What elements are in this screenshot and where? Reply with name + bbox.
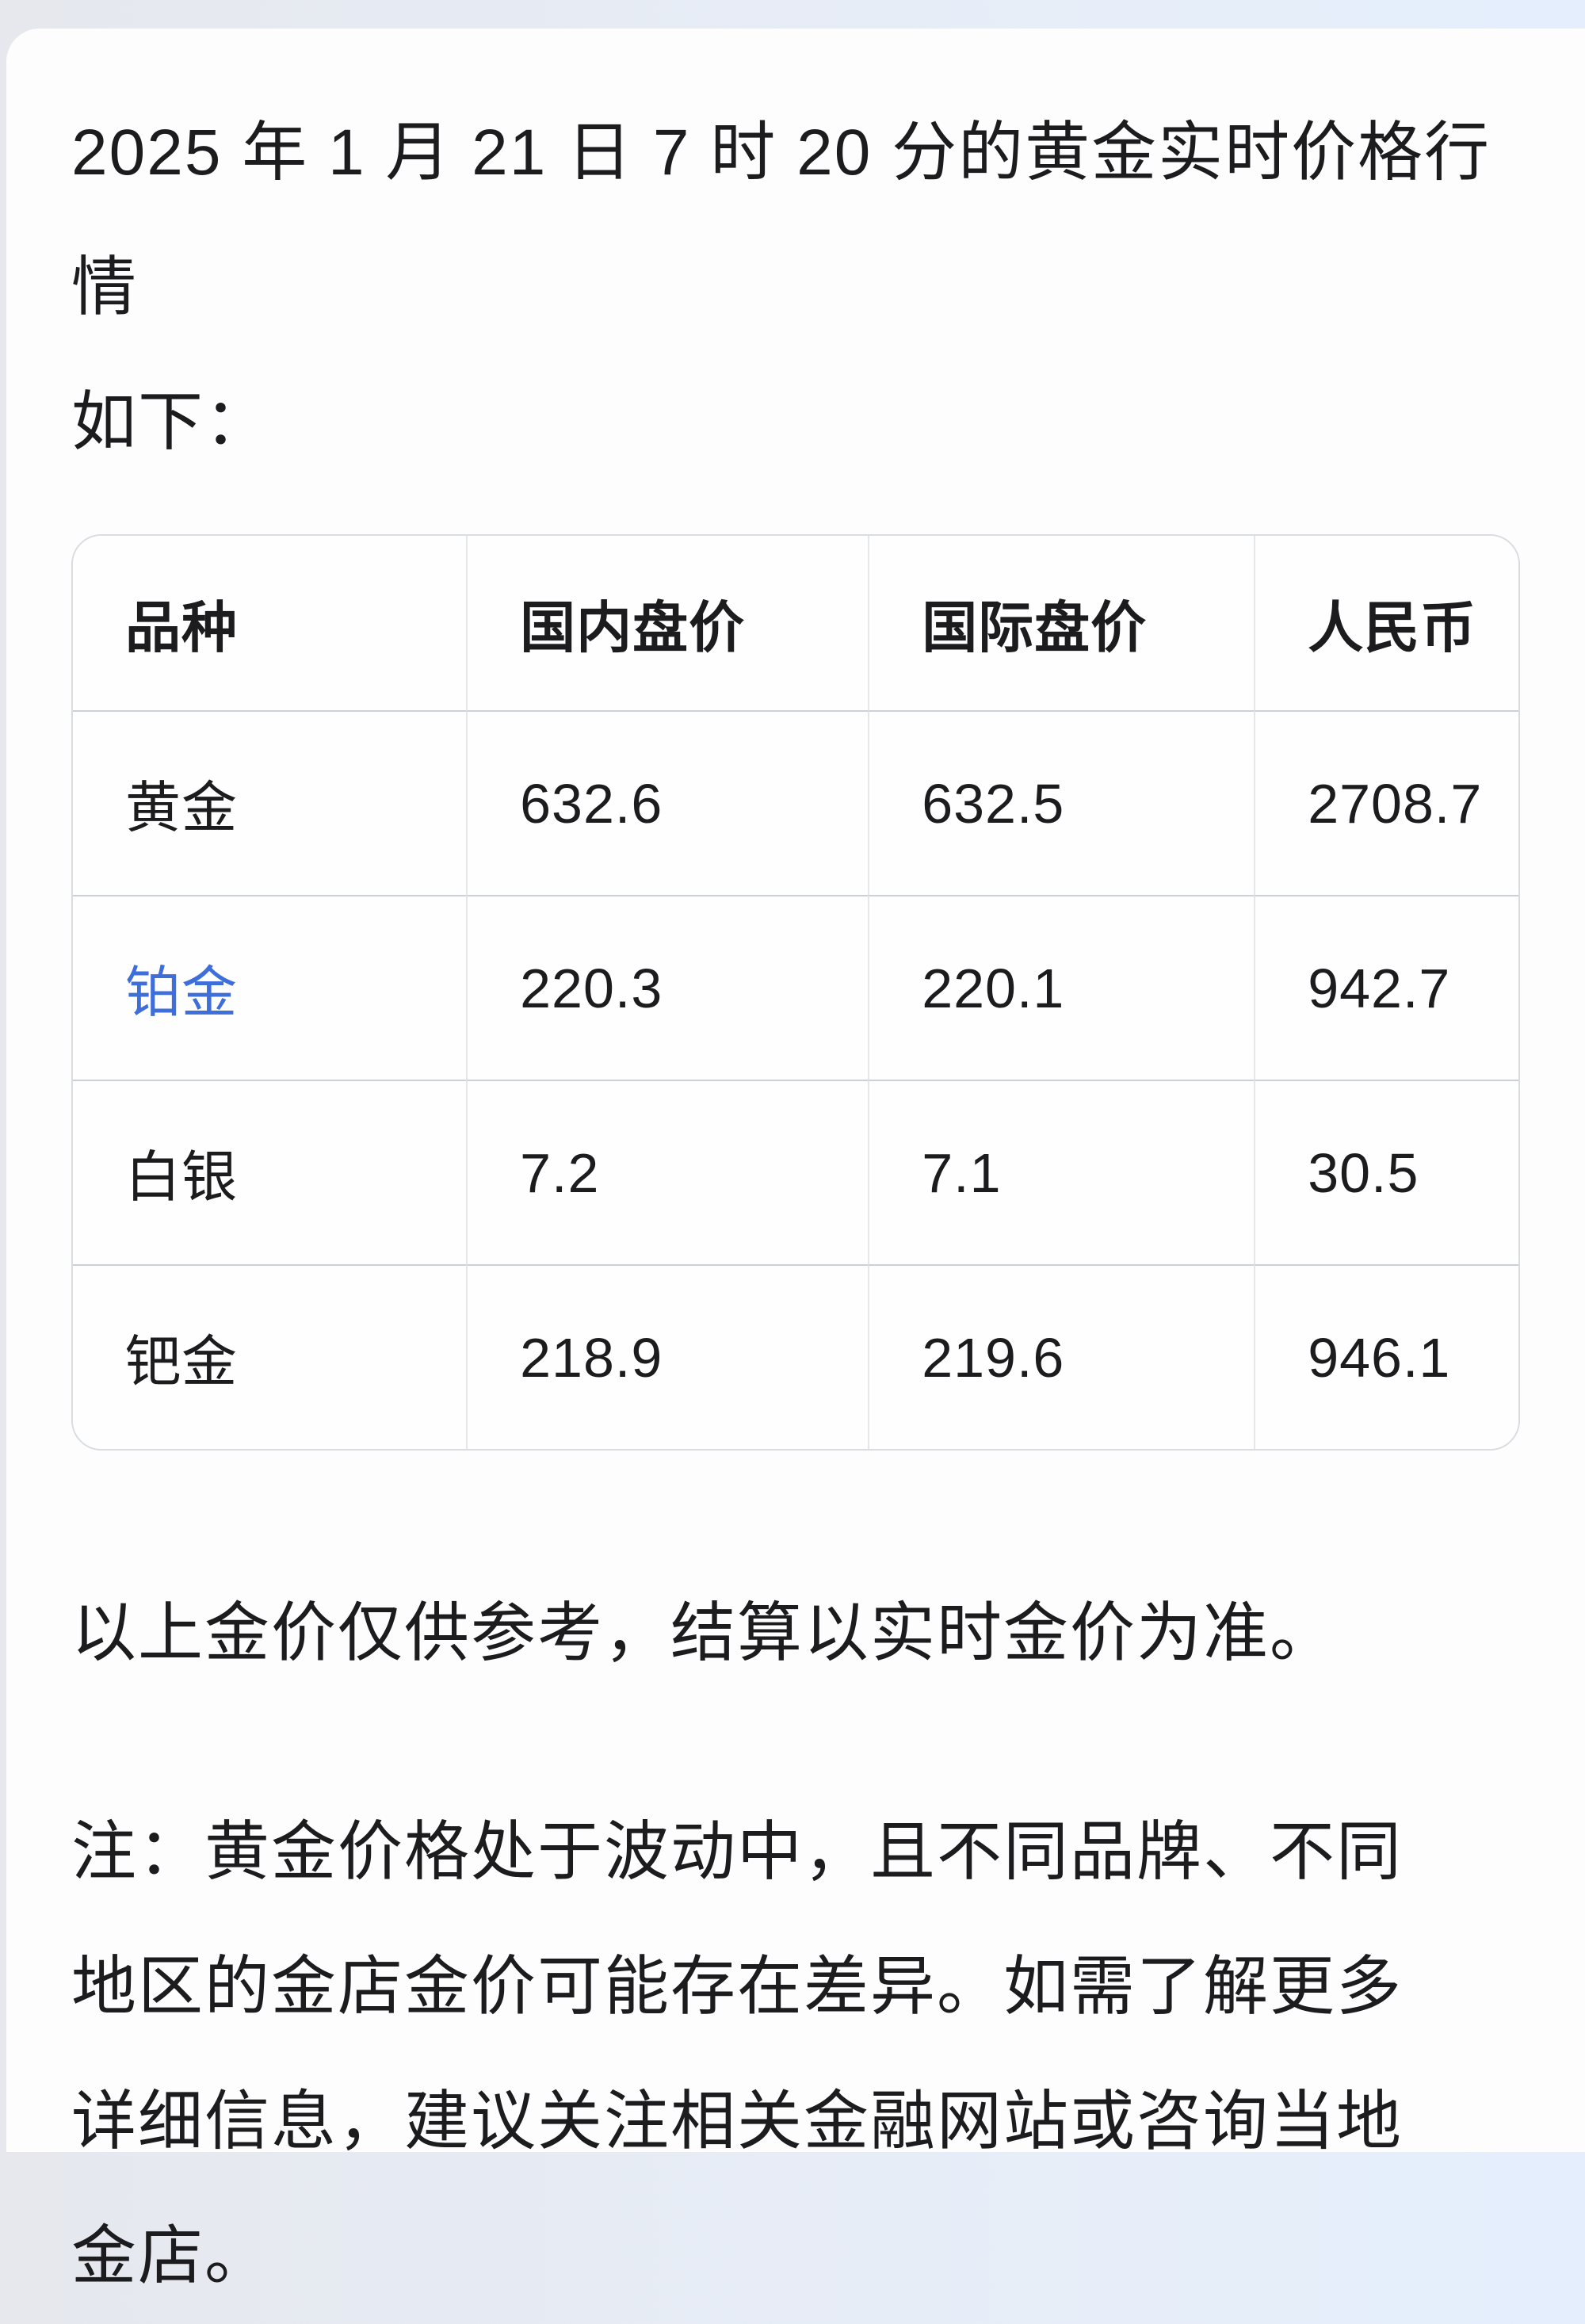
note-text: 注：黄金价格处于波动中，且不同品牌、不同 地区的金店金价可能存在差异。如需了解更… [71,1785,1520,2324]
cell-silver-name: 白银 [73,1080,467,1264]
note-line-1: 注：黄金价格处于波动中，且不同品牌、不同 [71,1816,1404,1888]
table-header-row: 品种 国内盘价 国际盘价 人民币 [73,536,1518,710]
title-line-1: 2025 年 1 月 21 日 7 时 20 分的黄金实时价格行情 [71,117,1491,323]
price-table-container: 品种 国内盘价 国际盘价 人民币 黄金 632.6 632.5 2708.7 铂… [71,534,1520,1451]
cell-platinum-rmb: 942.7 [1254,895,1518,1080]
cell-palladium-rmb: 946.1 [1254,1264,1518,1449]
cell-palladium-domestic: 218.9 [466,1264,869,1449]
cell-palladium-international: 219.6 [868,1264,1255,1449]
cell-gold-rmb: 2708.7 [1254,710,1518,895]
header-international-price: 国际盘价 [868,536,1255,710]
disclaimer-text: 以上金价仅供参考，结算以实时金价为准。 [71,1597,1337,1669]
cell-gold-name: 黄金 [73,710,467,895]
note-line-4: 金店。 [71,2220,272,2292]
cell-silver-domestic: 7.2 [466,1080,869,1264]
note-line-2: 地区的金店金价可能存在差异。如需了解更多 [71,1951,1404,2023]
platinum-link[interactable]: 铂金 [73,895,467,1080]
note-line-3: 详细信息，建议关注相关金融网站或咨询当地 [71,2085,1404,2158]
table-row-palladium: 钯金 218.9 219.6 946.1 [73,1264,1518,1449]
table-row-silver: 白银 7.2 7.1 30.5 [73,1080,1518,1264]
cell-platinum-international: 220.1 [868,895,1255,1080]
table-row-gold: 黄金 632.6 632.5 2708.7 [73,710,1518,895]
header-rmb: 人民币 [1254,536,1518,710]
cell-silver-rmb: 30.5 [1254,1080,1518,1264]
cell-palladium-name: 钯金 [73,1264,467,1449]
header-variety: 品种 [73,536,467,710]
header-domestic-price: 国内盘价 [466,536,869,710]
cell-gold-international: 632.5 [868,710,1255,895]
title-line-2: 如下： [71,386,272,458]
content-card: 2025 年 1 月 21 日 7 时 20 分的黄金实时价格行情 如下： 品种… [6,29,1585,2292]
page-title: 2025 年 1 月 21 日 7 时 20 分的黄金实时价格行情 如下： [71,86,1520,490]
gold-price-table: 品种 国内盘价 国际盘价 人民币 黄金 632.6 632.5 2708.7 铂… [73,536,1518,1449]
cell-platinum-domestic: 220.3 [466,895,869,1080]
table-row-platinum: 铂金 220.3 220.1 942.7 [73,895,1518,1080]
cell-gold-domestic: 632.6 [466,710,869,895]
cell-silver-international: 7.1 [868,1080,1255,1264]
